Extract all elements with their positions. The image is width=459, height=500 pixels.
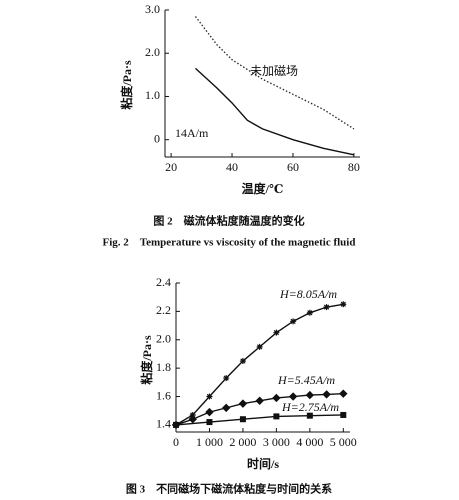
marker <box>239 358 246 365</box>
marker <box>306 309 313 316</box>
y-tick-label: 2.0 <box>145 45 160 59</box>
series-line <box>194 16 355 130</box>
x-tick-label: 80 <box>348 160 360 174</box>
marker <box>288 392 298 401</box>
series-line <box>194 67 355 156</box>
marker <box>272 393 281 403</box>
marker <box>206 419 213 426</box>
marker <box>239 416 246 423</box>
caption: 图 2 磁流体粘度随温度的变化 <box>153 214 304 228</box>
caption: 图 3 不同磁场下磁流体粘度与时间的关系 <box>126 482 332 496</box>
x-tick-label: 2 000 <box>229 435 256 449</box>
x-tick-label: 3 000 <box>263 435 290 449</box>
y-tick-label: 3.0 <box>145 2 160 16</box>
x-tick-label: 5 000 <box>330 435 357 449</box>
marker <box>205 407 214 417</box>
y-tick-label: 2.2 <box>156 303 171 317</box>
marker <box>306 412 313 419</box>
marker <box>173 421 179 428</box>
marker <box>290 318 297 325</box>
y-tick-label: 2.4 <box>156 275 171 289</box>
series-label: H=2.75A/m <box>281 400 339 414</box>
marker <box>340 301 347 308</box>
marker <box>255 396 264 405</box>
series-label: 未加磁场 <box>250 63 298 78</box>
x-axis-label: 时间/s <box>247 456 279 471</box>
marker <box>189 411 196 418</box>
caption-en: Fig. 2 Temperature vs viscosity of the m… <box>103 237 356 249</box>
y-tick-label: 1.4 <box>156 417 171 431</box>
x-tick-label: 40 <box>226 160 238 174</box>
y-tick-label: 0 <box>154 131 160 145</box>
marker <box>305 390 315 400</box>
marker <box>323 304 330 311</box>
y-tick-label: 1.8 <box>156 360 171 374</box>
series-label: 14A/m <box>175 126 209 140</box>
x-axis-label: 温度/℃ <box>242 181 284 196</box>
marker <box>340 411 347 418</box>
series-label: H=5.45A/m <box>277 373 335 387</box>
y-tick-label: 2.0 <box>156 332 171 346</box>
series-line <box>175 414 344 426</box>
y-axis-label: 粘度/Pa·s <box>139 335 154 385</box>
y-axis-label: 粘度/Pa·s <box>119 60 134 110</box>
x-tick-label: 60 <box>287 160 299 174</box>
marker <box>238 399 248 408</box>
marker <box>206 393 213 400</box>
series-label: H=8.05A/m <box>279 287 337 301</box>
x-tick-label: 1 000 <box>196 435 223 449</box>
marker <box>339 389 348 398</box>
y-tick-label: 1.6 <box>156 388 171 402</box>
x-tick-label: 0 <box>173 435 179 449</box>
marker <box>188 415 197 424</box>
marker <box>273 413 280 420</box>
marker <box>223 375 230 382</box>
x-tick-label: 4 000 <box>296 435 323 449</box>
marker <box>221 403 231 413</box>
y-tick-label: 1.0 <box>145 88 160 102</box>
marker <box>322 390 331 399</box>
marker <box>256 343 263 350</box>
x-tick-label: 20 <box>165 160 177 174</box>
marker <box>273 329 280 336</box>
